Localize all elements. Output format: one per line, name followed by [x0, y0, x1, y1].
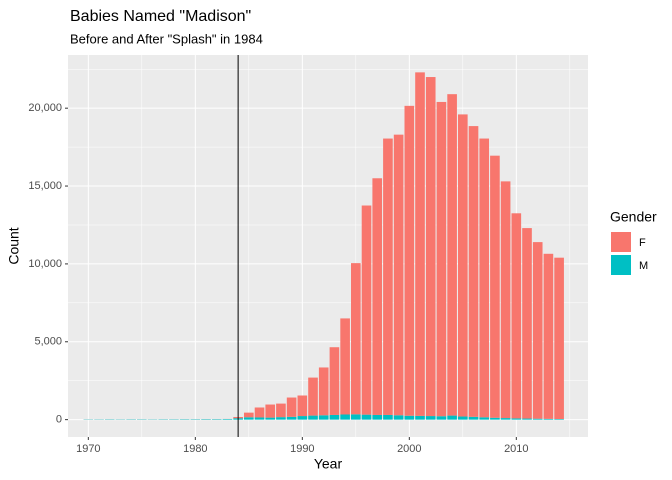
bar [265, 417, 276, 420]
x-tick-label: 2010 [504, 443, 528, 455]
bar [425, 77, 436, 417]
bar [372, 178, 383, 415]
bar [361, 205, 372, 415]
bar [425, 416, 436, 420]
x-tick-label: 1990 [290, 443, 314, 455]
x-axis-label: Year [314, 456, 343, 472]
bar [254, 417, 265, 420]
bar [383, 138, 393, 415]
bar [436, 101, 447, 417]
bar [244, 412, 254, 418]
bar [286, 397, 297, 417]
bar [201, 419, 211, 420]
bar [340, 318, 350, 415]
bar [490, 417, 500, 420]
bar [361, 414, 372, 420]
y-tick-label: 20,000 [28, 102, 62, 114]
bar [500, 181, 511, 419]
x-tick-label: 1980 [183, 443, 207, 455]
bar [393, 415, 404, 420]
y-tick-label: 15,000 [28, 180, 62, 192]
bar [468, 126, 479, 417]
bar [500, 418, 511, 420]
bar [479, 417, 490, 420]
legend-key [611, 255, 631, 275]
legend-title: Gender [610, 209, 657, 225]
bar [222, 419, 233, 420]
bar [458, 416, 468, 420]
bar [297, 416, 308, 420]
bar [447, 94, 457, 416]
bar [522, 228, 532, 419]
bar [329, 347, 340, 415]
bar [436, 416, 447, 420]
bar [554, 257, 564, 420]
bar [415, 415, 425, 420]
bar [511, 418, 522, 420]
bar [318, 415, 329, 420]
bar [447, 415, 457, 420]
bar [351, 263, 361, 415]
bar [479, 138, 490, 418]
bar [276, 403, 286, 418]
y-tick-label: 0 [56, 414, 62, 426]
bar [340, 414, 350, 420]
bar [532, 418, 543, 420]
bar [383, 414, 393, 420]
bar [468, 416, 479, 420]
bar [458, 114, 468, 417]
bar [393, 134, 404, 416]
bar [554, 419, 564, 420]
legend-label: F [639, 237, 646, 249]
bar [522, 418, 532, 420]
bar [329, 414, 340, 420]
chart-subtitle: Before and After "Splash" in 1984 [70, 31, 263, 46]
y-tick-label: 5,000 [34, 336, 62, 348]
x-tick-label: 2000 [397, 443, 421, 455]
bar [543, 253, 554, 419]
bar [308, 377, 318, 416]
bar [532, 242, 543, 419]
bar [543, 418, 554, 420]
bar [297, 395, 308, 417]
bar [490, 155, 500, 418]
bar [286, 416, 297, 420]
y-tick-label: 10,000 [28, 258, 62, 270]
legend-key [611, 232, 631, 252]
bar [265, 404, 276, 418]
bar [511, 213, 522, 419]
bar [351, 414, 361, 420]
bar [318, 367, 329, 416]
legend-label: M [639, 260, 648, 272]
chart-title: Babies Named "Madison" [70, 8, 251, 25]
bar [404, 105, 415, 416]
bar [372, 414, 383, 420]
bar [211, 419, 222, 420]
bar [404, 415, 415, 420]
bar [308, 415, 318, 420]
x-tick-label: 1970 [76, 443, 100, 455]
bar [415, 72, 425, 416]
bar [254, 407, 265, 418]
bar [276, 417, 286, 420]
bar [244, 417, 254, 420]
y-axis-label: Count [6, 227, 22, 264]
